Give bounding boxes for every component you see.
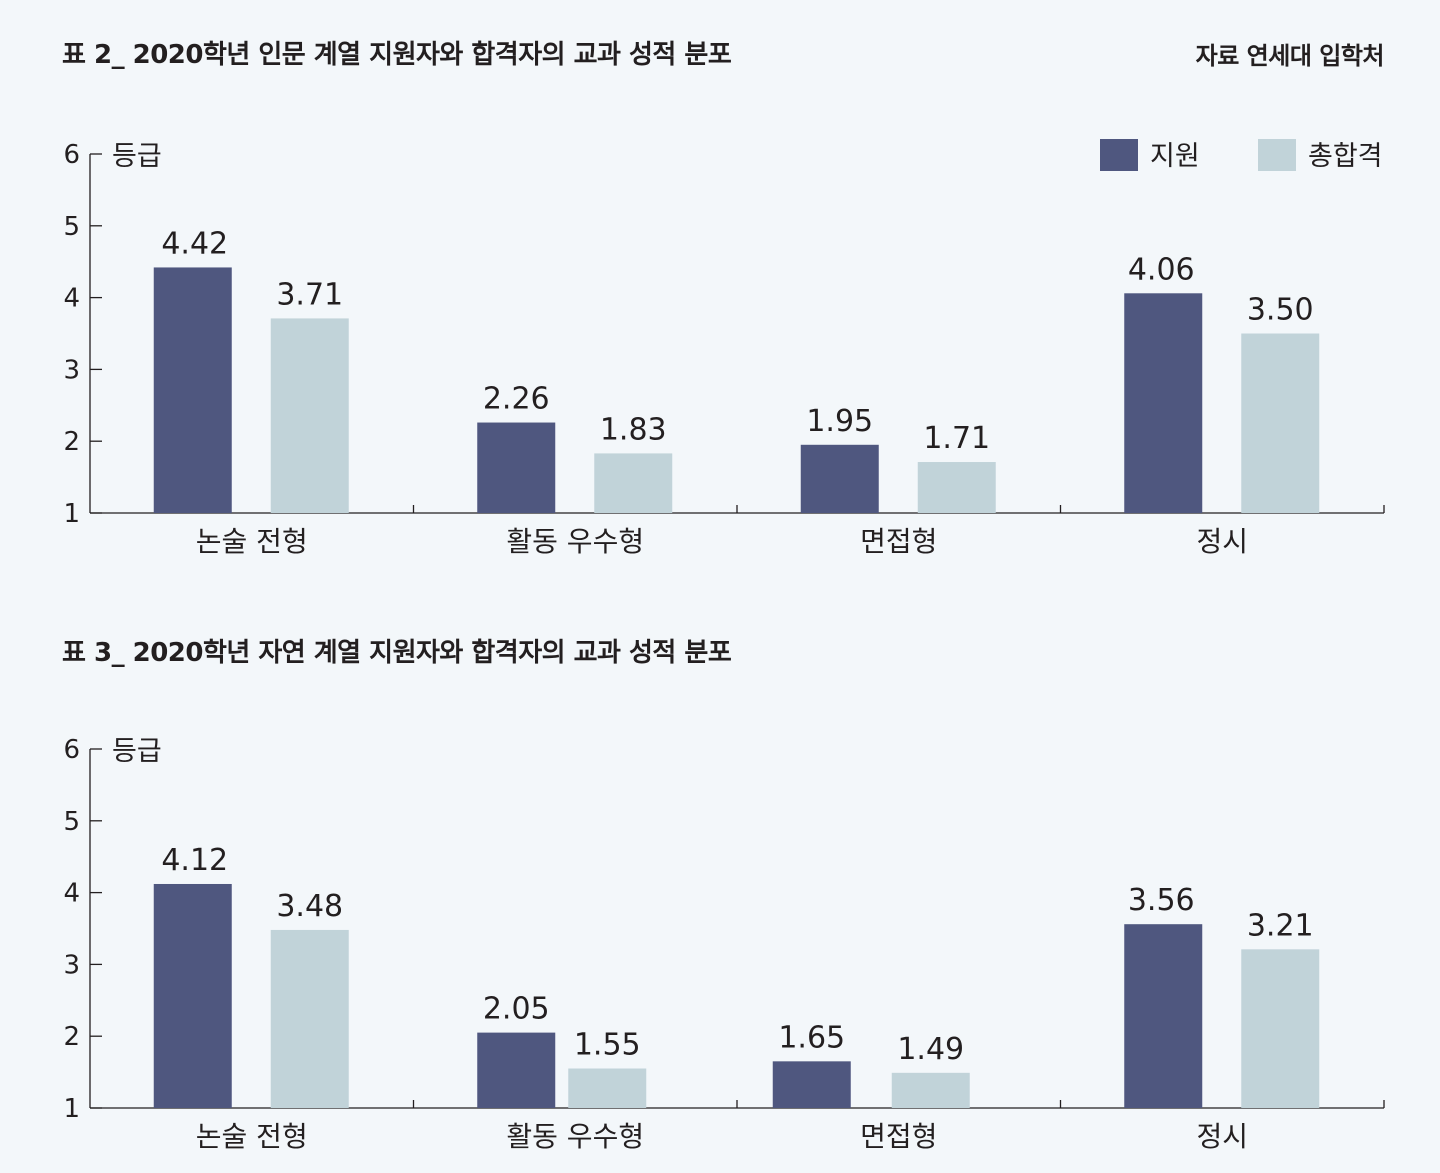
bar-value-label: 2.26: [483, 382, 550, 417]
bar-admitted: [594, 453, 673, 513]
bar-value-label: 3.48: [276, 889, 343, 924]
x-category-label: 정시: [1196, 525, 1248, 558]
bar-value-label: 4.06: [1128, 252, 1195, 287]
y-tick-label: 5: [63, 807, 80, 837]
bar-admitted: [270, 318, 349, 513]
bar-applicant: [153, 267, 232, 513]
legend-label: 지원: [1150, 141, 1200, 172]
chart-1-title: 표 2_ 2020학년 인문 계열 지원자와 합격자의 교과 성적 분포: [62, 40, 732, 70]
y-axis-label: 등급: [112, 141, 162, 172]
y-tick-label: 5: [63, 212, 80, 242]
bar-value-label: 1.55: [574, 1028, 641, 1063]
legend-swatch-admitted: [1258, 139, 1296, 171]
bar-value-label: 3.50: [1247, 293, 1314, 328]
bar-value-label: 1.65: [778, 1020, 845, 1055]
bar-applicant: [772, 1061, 851, 1108]
bar-admitted: [1241, 333, 1320, 513]
bar-value-label: 1.49: [897, 1032, 964, 1067]
bar-admitted: [270, 929, 349, 1108]
y-tick-label: 3: [63, 950, 80, 980]
y-tick-label: 3: [63, 355, 80, 385]
bar-value-label: 4.42: [161, 226, 228, 261]
x-category-label: 활동 우수형: [506, 525, 644, 558]
bar-applicant: [800, 444, 879, 513]
x-category-label: 정시: [1196, 1120, 1248, 1153]
y-tick-label: 6: [63, 735, 80, 765]
bar-applicant: [153, 883, 232, 1108]
bar-applicant: [477, 1032, 556, 1108]
bar-applicant: [1124, 924, 1203, 1108]
bar-value-label: 1.95: [806, 404, 873, 439]
bar-value-label: 3.71: [276, 277, 343, 312]
y-tick-label: 1: [63, 499, 80, 529]
y-tick-label: 6: [63, 140, 80, 170]
bar-applicant: [477, 422, 556, 513]
x-category-label: 면접형: [860, 1120, 937, 1153]
bar-value-label: 3.56: [1128, 883, 1195, 918]
bar-value-label: 3.21: [1247, 908, 1314, 943]
y-tick-label: 2: [63, 427, 80, 457]
x-category-label: 면접형: [860, 525, 937, 558]
source-label: 자료 연세대 입학처: [1195, 42, 1385, 70]
chart-2-title: 표 3_ 2020학년 자연 계열 지원자와 합격자의 교과 성적 분포: [62, 638, 732, 668]
bar-admitted: [917, 462, 996, 513]
bar-admitted: [568, 1068, 647, 1108]
legend-label: 총합격: [1308, 141, 1383, 172]
bar-value-label: 4.12: [161, 843, 228, 878]
y-axis-label: 등급: [112, 736, 162, 767]
y-tick-label: 4: [63, 284, 80, 314]
bar-admitted: [1241, 949, 1320, 1108]
bar-admitted: [891, 1072, 970, 1108]
legend-swatch-applicant: [1100, 139, 1138, 171]
x-category-label: 논술 전형: [196, 1120, 308, 1153]
bar-applicant: [1124, 293, 1203, 513]
y-tick-label: 2: [63, 1022, 80, 1052]
bar-value-label: 1.83: [600, 412, 667, 447]
x-category-label: 논술 전형: [196, 525, 308, 558]
x-category-label: 활동 우수형: [506, 1120, 644, 1153]
bar-value-label: 2.05: [483, 992, 550, 1027]
bar-value-label: 1.71: [923, 421, 990, 456]
y-tick-label: 4: [63, 879, 80, 909]
y-tick-label: 1: [63, 1094, 80, 1124]
